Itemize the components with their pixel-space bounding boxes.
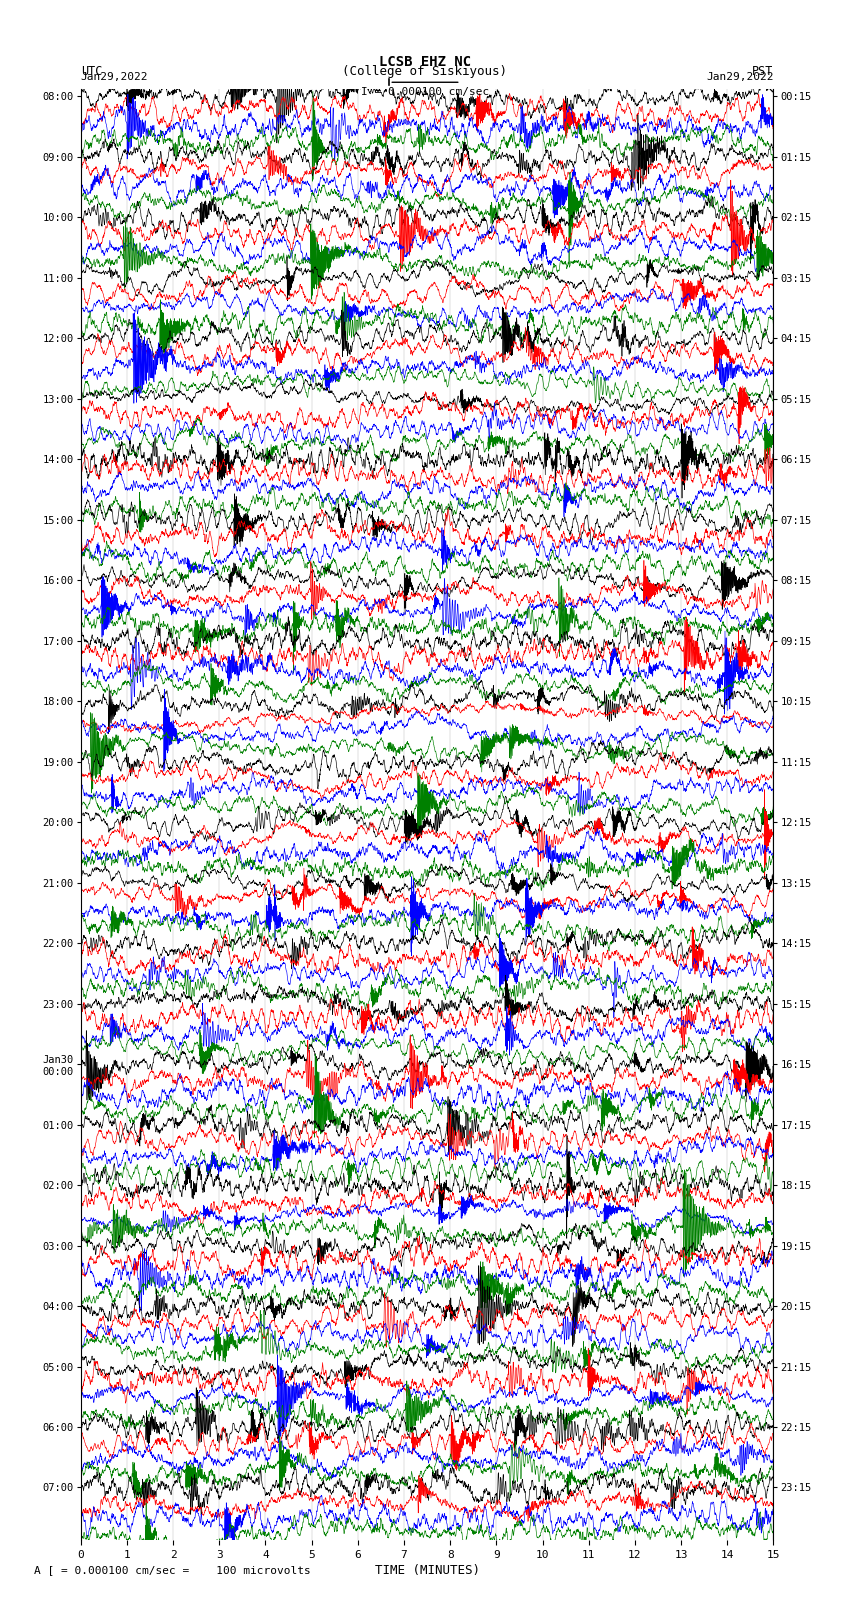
- Text: (College of Siskiyous): (College of Siskiyous): [343, 65, 507, 77]
- Text: Jan29,2022: Jan29,2022: [81, 71, 148, 82]
- Text: LCSB EHZ NC: LCSB EHZ NC: [379, 55, 471, 69]
- Text: PST: PST: [752, 65, 774, 77]
- Text: I = 0.000100 cm/sec: I = 0.000100 cm/sec: [361, 87, 489, 97]
- Text: Jan29,2022: Jan29,2022: [706, 71, 774, 82]
- X-axis label: TIME (MINUTES): TIME (MINUTES): [375, 1565, 479, 1578]
- Text: UTC: UTC: [81, 65, 102, 77]
- Text: A [ = 0.000100 cm/sec =    100 microvolts: A [ = 0.000100 cm/sec = 100 microvolts: [34, 1565, 311, 1574]
